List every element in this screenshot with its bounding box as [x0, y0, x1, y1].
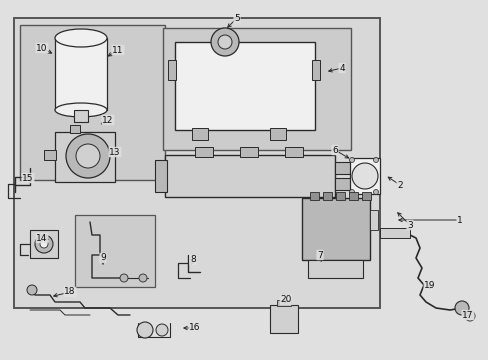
Bar: [74, 110, 88, 122]
Bar: [379, 228, 409, 238]
Bar: [311, 60, 319, 80]
Bar: [323, 192, 331, 200]
Text: 19: 19: [424, 280, 435, 289]
Text: 3: 3: [407, 220, 412, 230]
Text: 6: 6: [331, 145, 337, 154]
Text: 10: 10: [36, 44, 48, 53]
Text: 20: 20: [280, 296, 291, 305]
Text: 13: 13: [109, 148, 121, 157]
Circle shape: [156, 324, 168, 336]
Bar: [309, 192, 318, 200]
Text: 7: 7: [317, 251, 322, 260]
Text: 14: 14: [36, 234, 48, 243]
Text: 4: 4: [339, 63, 344, 72]
Circle shape: [139, 274, 147, 282]
Text: 17: 17: [461, 310, 473, 320]
Bar: [369, 210, 377, 230]
Bar: [269, 305, 297, 333]
Circle shape: [40, 240, 48, 248]
Bar: [20, 25, 164, 180]
Circle shape: [464, 311, 474, 321]
Bar: [70, 125, 80, 133]
Ellipse shape: [55, 29, 107, 47]
Circle shape: [373, 158, 378, 162]
Circle shape: [120, 274, 128, 282]
Bar: [195, 147, 213, 157]
Bar: [335, 192, 345, 200]
Text: 12: 12: [102, 116, 113, 125]
Text: 8: 8: [190, 256, 196, 265]
Bar: [55, 132, 115, 182]
Text: 15: 15: [22, 174, 34, 183]
Bar: [44, 150, 56, 160]
Circle shape: [210, 28, 239, 56]
Bar: [175, 42, 314, 130]
Circle shape: [137, 322, 153, 338]
Circle shape: [349, 158, 354, 162]
Bar: [276, 300, 290, 306]
Text: 2: 2: [396, 180, 402, 189]
Bar: [334, 162, 354, 174]
Circle shape: [218, 35, 231, 49]
Bar: [75, 215, 155, 287]
Bar: [164, 155, 334, 197]
Circle shape: [373, 189, 378, 194]
Bar: [55, 38, 107, 110]
Bar: [163, 28, 350, 150]
Bar: [269, 128, 285, 140]
Bar: [285, 147, 303, 157]
Text: 11: 11: [112, 45, 123, 54]
Text: 1: 1: [456, 216, 462, 225]
Circle shape: [351, 163, 377, 189]
Circle shape: [76, 144, 100, 168]
Circle shape: [27, 285, 37, 295]
Bar: [307, 260, 362, 278]
Bar: [155, 160, 167, 192]
Bar: [14, 18, 379, 308]
Bar: [168, 60, 176, 80]
Bar: [349, 158, 379, 194]
Bar: [240, 147, 258, 157]
Bar: [361, 192, 370, 200]
Bar: [192, 128, 207, 140]
Text: 16: 16: [189, 324, 201, 333]
Text: 18: 18: [64, 288, 76, 297]
Ellipse shape: [55, 103, 107, 117]
Bar: [302, 198, 369, 260]
Bar: [30, 230, 58, 258]
Bar: [334, 178, 354, 190]
Circle shape: [35, 235, 53, 253]
Circle shape: [66, 134, 110, 178]
Circle shape: [454, 301, 468, 315]
Text: 5: 5: [234, 14, 240, 23]
Text: 9: 9: [100, 253, 106, 262]
Bar: [348, 192, 357, 200]
Circle shape: [349, 189, 354, 194]
